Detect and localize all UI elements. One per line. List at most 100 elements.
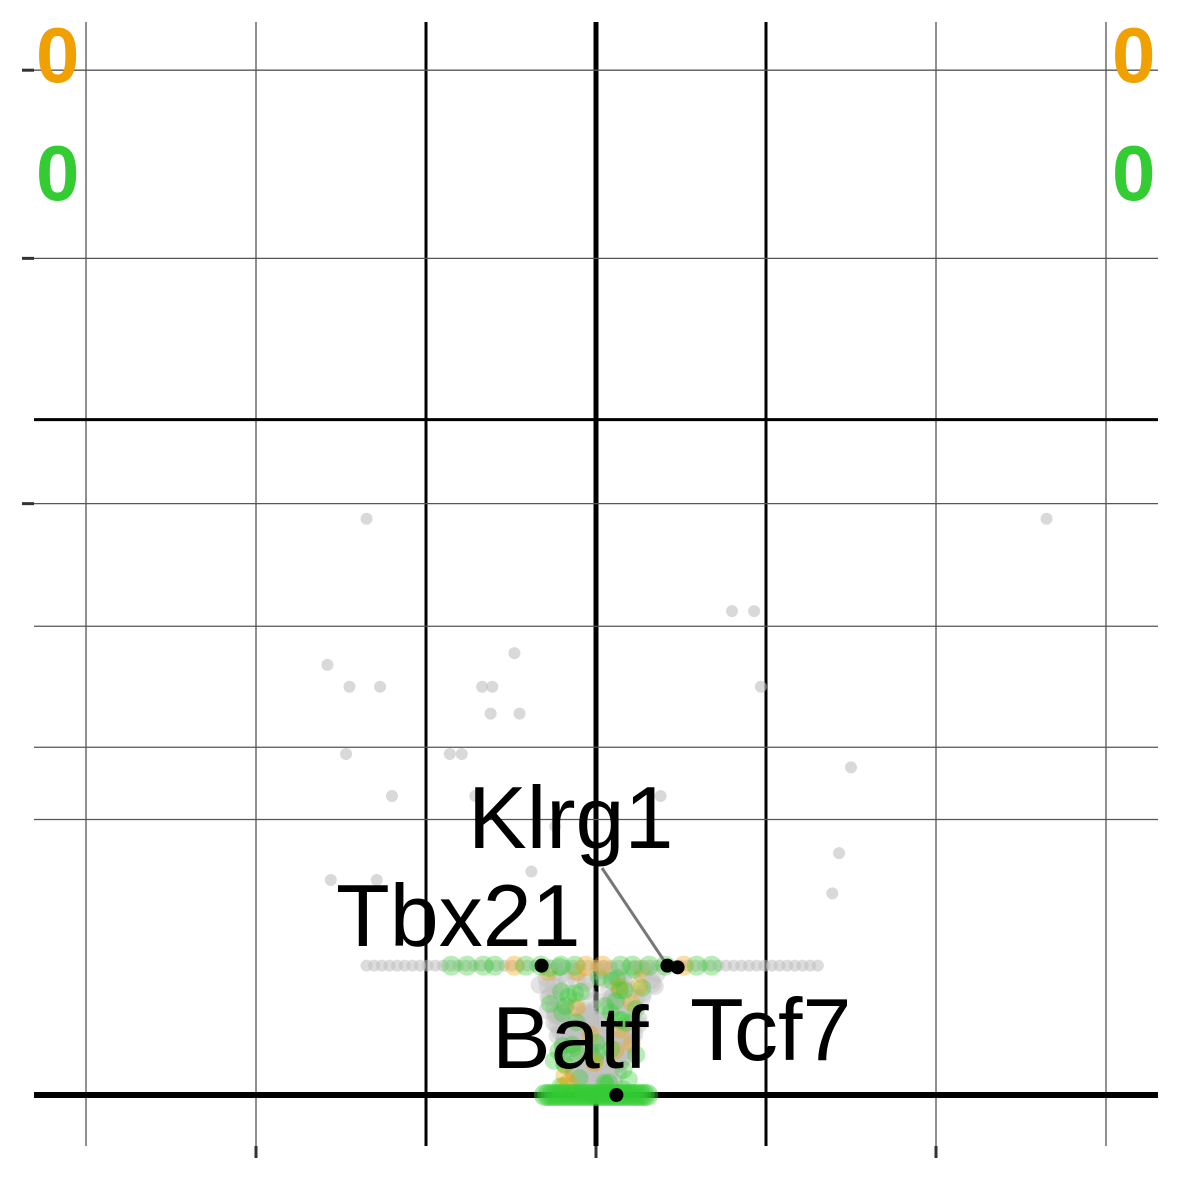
highlight-point: [544, 1084, 567, 1106]
cluster-point: [603, 1070, 622, 1089]
cluster-point: [583, 1081, 602, 1100]
cluster-point: [545, 1000, 564, 1019]
cluster-point: [579, 1084, 598, 1103]
outlier-point: [386, 789, 398, 802]
highlight-point: [570, 1069, 589, 1088]
cluster-point: [565, 999, 584, 1018]
cluster-point: [567, 1023, 586, 1042]
cluster-point: [621, 1016, 640, 1035]
cluster-point: [576, 1074, 595, 1093]
cluster-point: [587, 1033, 606, 1052]
cluster-point: [584, 1010, 603, 1029]
highlight-point: [686, 955, 707, 976]
cluster-point: [622, 1026, 641, 1045]
cluster-point: [601, 997, 620, 1016]
outlier-point: [370, 873, 383, 886]
cluster-point: [538, 977, 557, 996]
cluster-point: [582, 1069, 601, 1088]
cluster-point: [577, 1040, 596, 1059]
highlight-point: [596, 997, 615, 1016]
cluster-point: [565, 1018, 584, 1037]
cluster-point: [566, 1031, 585, 1050]
cluster-point: [573, 1084, 592, 1103]
cluster-point: [614, 1042, 633, 1061]
cluster-point: [593, 1056, 612, 1075]
highlight-point: [567, 998, 586, 1017]
cluster-point: [589, 1017, 608, 1036]
highlight-point: [571, 1084, 594, 1106]
cluster-point: [588, 1054, 607, 1073]
cluster-point: [576, 971, 595, 990]
highlight-point: [554, 1084, 577, 1106]
cluster-point: [585, 1072, 604, 1091]
highlight-point: [612, 1010, 631, 1029]
cluster-point: [643, 974, 662, 993]
highlight-point: [600, 1073, 619, 1092]
cluster-point: [616, 1047, 635, 1066]
highlight-point: [585, 1053, 604, 1072]
cluster-point: [612, 1029, 631, 1048]
cluster-point: [604, 1056, 623, 1075]
cluster-point: [598, 1059, 617, 1078]
highlight-point: [585, 1050, 604, 1069]
highlight-point: [622, 993, 641, 1012]
highlight-point: [544, 1051, 563, 1070]
cluster-point: [615, 1037, 634, 1056]
highlight-point: [615, 981, 634, 1000]
cluster-point: [565, 1021, 584, 1040]
highlight-point: [611, 1020, 630, 1039]
highlight-point: [563, 1035, 582, 1054]
cluster-point: [545, 1006, 564, 1025]
outlier-point: [513, 707, 526, 720]
cluster-point: [566, 1028, 585, 1047]
cluster-point: [596, 1068, 615, 1087]
highlight-point: [585, 1084, 607, 1106]
cluster-point: [594, 1062, 613, 1081]
highlight-point: [614, 1060, 633, 1079]
highlight-point: [578, 1084, 601, 1106]
highlight-point: [571, 982, 590, 1001]
labeled-gene-point: [609, 1088, 624, 1102]
cluster-point: [617, 1041, 636, 1060]
highlight-point: [559, 987, 578, 1006]
cluster-point: [574, 1004, 593, 1023]
cluster-point: [574, 1075, 593, 1094]
label-leader-line: [600, 867, 669, 967]
highlight-point: [608, 968, 627, 987]
cluster-point: [555, 1027, 574, 1046]
highlight-point: [457, 955, 478, 976]
cluster-point: [586, 1000, 605, 1019]
cluster-point: [545, 1014, 564, 1033]
outlier-point: [525, 865, 538, 878]
cluster-point: [600, 980, 619, 999]
highlight-point: [556, 1056, 575, 1075]
cluster-point: [578, 1050, 597, 1069]
cluster-point: [603, 1021, 622, 1040]
cluster-point: [579, 1070, 598, 1089]
highlight-point: [504, 955, 525, 976]
cluster-point: [614, 1027, 633, 1046]
cluster-point: [595, 1011, 614, 1030]
cluster-point: [575, 1068, 594, 1087]
cluster-point: [577, 1008, 596, 1027]
cluster-point: [559, 984, 578, 1003]
highlight-point: [610, 981, 629, 1000]
cluster-point: [580, 1017, 599, 1036]
highlight-point: [619, 1084, 641, 1106]
cluster-point: [571, 1075, 590, 1094]
band-point: [811, 959, 824, 972]
highlight-point: [547, 1084, 570, 1106]
cluster-point: [633, 984, 652, 1003]
cluster-point: [581, 1041, 600, 1060]
cluster-point: [567, 1033, 586, 1052]
outlier-point: [443, 747, 456, 760]
highlight-point: [601, 1003, 620, 1022]
highlight-point: [563, 1039, 582, 1058]
highlight-point: [606, 1041, 625, 1060]
cluster-point: [595, 970, 614, 989]
cluster-point: [586, 991, 605, 1010]
highlight-point: [534, 1084, 556, 1106]
cluster-point: [566, 1068, 585, 1087]
highlight-point: [587, 1043, 606, 1062]
